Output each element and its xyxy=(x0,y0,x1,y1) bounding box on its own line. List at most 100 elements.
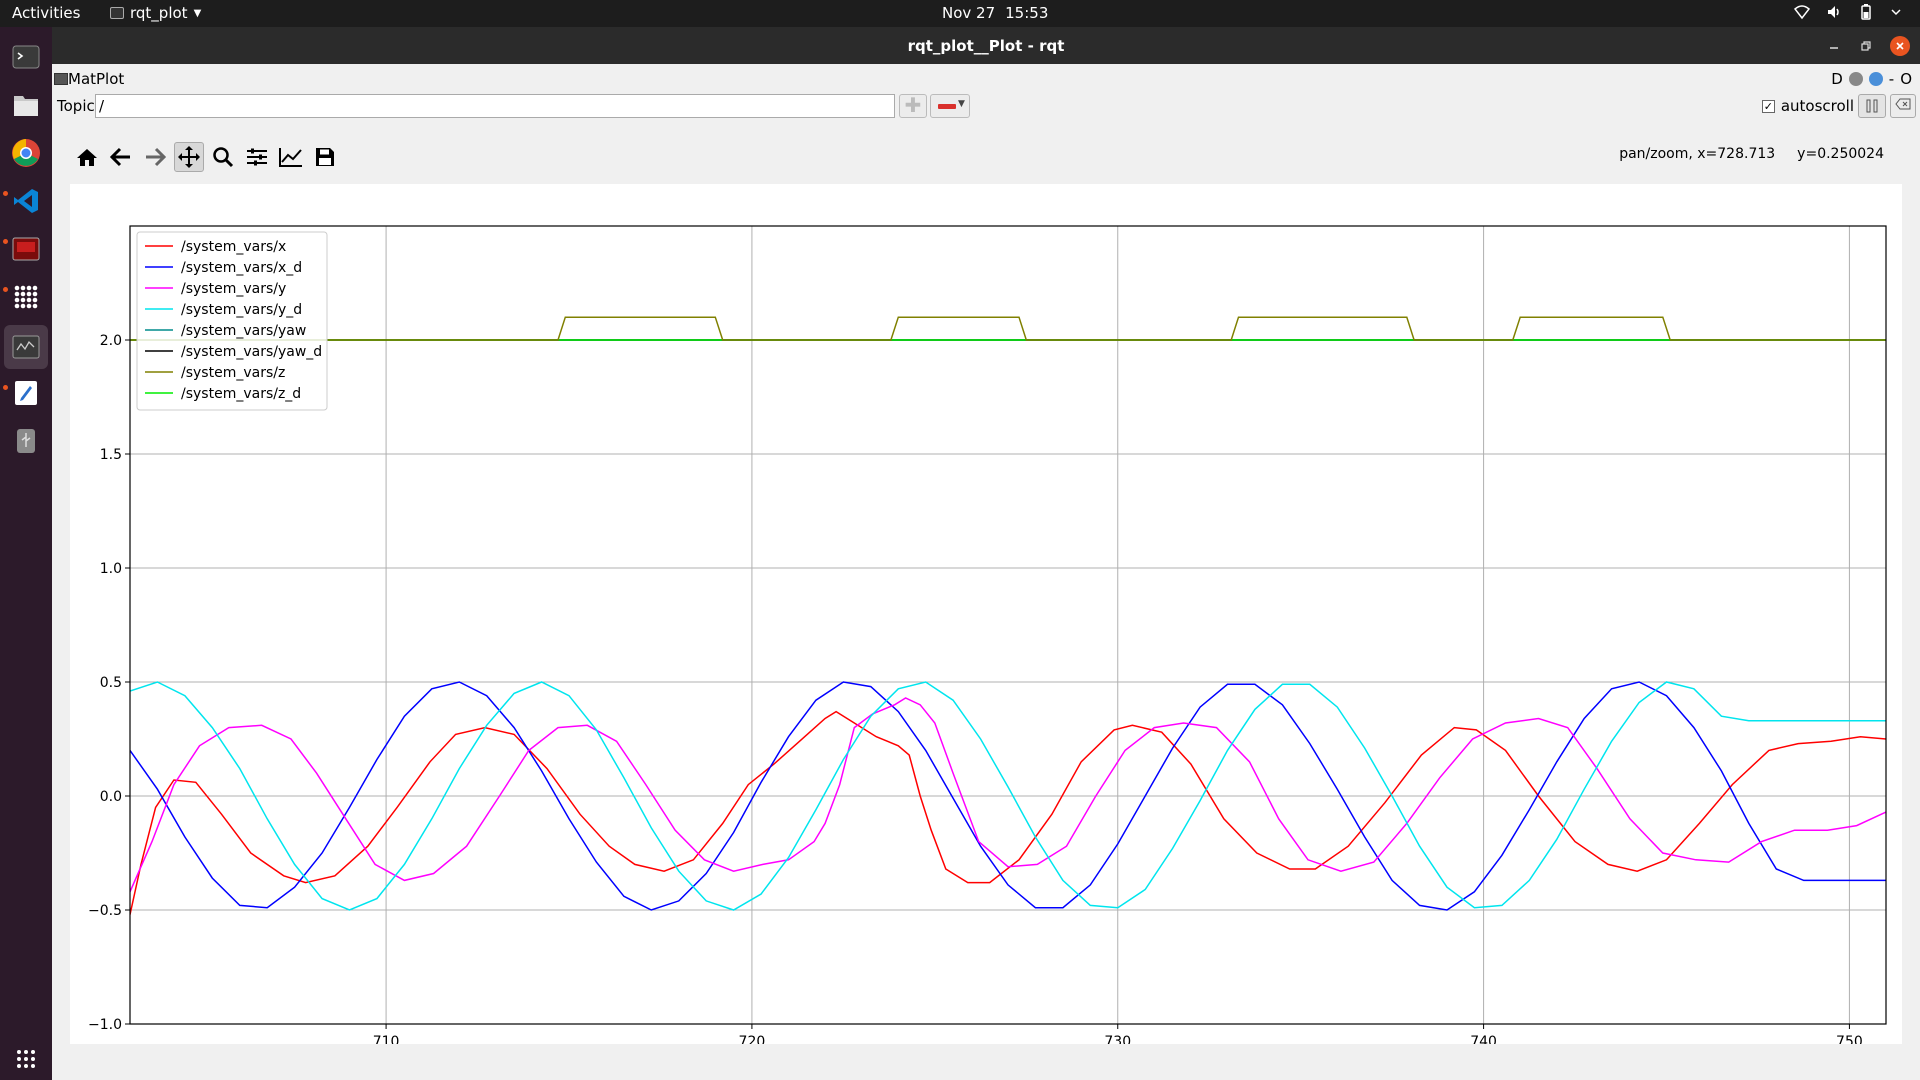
remove-topic-button[interactable]: ▼ xyxy=(930,94,970,118)
rqt-launcher[interactable] xyxy=(4,325,48,369)
app-red-launcher[interactable] xyxy=(8,231,44,267)
legend-box xyxy=(136,231,328,411)
top-bar: Activities rqt_plot ▼ Nov 27 15:53 xyxy=(0,0,1920,27)
apps-grid-icon xyxy=(17,1050,35,1068)
autoscroll-checkbox[interactable]: ✓ xyxy=(1761,99,1775,113)
axes-frame xyxy=(129,225,1887,1025)
running-indicator xyxy=(3,239,8,244)
legend-label: /system_vars/z_d xyxy=(181,386,301,402)
vscode-launcher[interactable] xyxy=(8,183,44,219)
chrome-launcher[interactable] xyxy=(8,135,44,171)
help-icon[interactable] xyxy=(1868,72,1883,86)
pan-button[interactable] xyxy=(174,142,204,172)
topic-input[interactable] xyxy=(95,94,895,118)
plot-icon xyxy=(54,73,68,85)
y-tick-label: 1.0 xyxy=(100,561,122,577)
plot-plugin: MatPlot D - O Topic ✚ ▼ ✓ autoscroll xyxy=(52,64,1920,1080)
y-tick-label: 0.0 xyxy=(100,789,122,805)
y-tick-label: 1.5 xyxy=(100,447,122,463)
running-indicator xyxy=(3,385,8,390)
legend-label: /system_vars/yaw_d xyxy=(181,344,322,360)
close-button[interactable] xyxy=(1890,36,1910,56)
pause-icon xyxy=(1866,99,1878,113)
cursor-coordinates: pan/zoom, x=728.713 y=0.250024 xyxy=(1619,146,1884,162)
legend-label: /system_vars/x xyxy=(181,239,286,255)
grid-lines xyxy=(130,226,1886,1025)
battery-icon xyxy=(1861,4,1871,20)
plot-series xyxy=(130,316,1886,915)
plot-toolbar xyxy=(72,142,340,172)
minimize-plugin-button[interactable]: - xyxy=(1888,70,1895,88)
chrome-icon xyxy=(12,139,40,167)
minimize-icon xyxy=(1830,47,1838,49)
plot-canvas[interactable]: 710 720 730 740 750 −1.0 −0.5 0.0 0.5 1.0 1.5 2.0 /… xyxy=(70,184,1902,1044)
clear-icon xyxy=(1895,98,1911,110)
rqt-icon xyxy=(12,335,40,359)
autoscroll-label: autoscroll xyxy=(1780,97,1854,115)
home-button[interactable] xyxy=(72,142,102,172)
plugin-title: MatPlot xyxy=(68,70,125,88)
move-icon xyxy=(178,146,200,168)
chevron-down-icon: ▼ xyxy=(958,99,965,109)
x-tick-label: 740 xyxy=(1470,1034,1497,1044)
save-figure-button[interactable] xyxy=(310,142,340,172)
show-apps-button[interactable] xyxy=(8,1041,44,1077)
running-indicator xyxy=(3,287,8,292)
back-button[interactable] xyxy=(106,142,136,172)
y-tick-label: −0.5 xyxy=(88,903,122,919)
clock[interactable]: Nov 27 15:53 xyxy=(942,4,1048,22)
app-red-icon xyxy=(12,237,40,261)
arrow-right-icon xyxy=(146,147,166,167)
chevron-down-icon: ▼ xyxy=(193,7,202,19)
series-line xyxy=(130,681,1886,911)
customize-button[interactable] xyxy=(276,142,306,172)
files-launcher[interactable] xyxy=(8,87,44,123)
y-tick-label: 2.0 xyxy=(100,333,122,349)
forward-button[interactable] xyxy=(140,142,170,172)
y-tick-label: 0.5 xyxy=(100,675,122,691)
clear-button[interactable] xyxy=(1890,94,1916,118)
apps-launcher[interactable] xyxy=(8,279,44,315)
x-tick-label: 710 xyxy=(373,1034,400,1044)
app-menu-label: rqt_plot xyxy=(130,4,188,22)
zoom-button[interactable] xyxy=(208,142,238,172)
add-topic-button[interactable]: ✚ xyxy=(899,94,927,118)
legend: /system_vars/x/system_vars/x_d/system_va… xyxy=(136,231,328,411)
terminal-launcher[interactable] xyxy=(8,39,44,75)
series-line xyxy=(130,316,1886,341)
volume-icon xyxy=(1828,6,1839,18)
pause-button[interactable] xyxy=(1858,94,1886,118)
subplots-button[interactable] xyxy=(242,142,272,172)
activities-button[interactable]: Activities xyxy=(12,4,81,22)
home-icon xyxy=(77,149,97,166)
topic-row: Topic ✚ ▼ ✓ autoscroll xyxy=(52,92,1920,120)
y-tick-label: −1.0 xyxy=(88,1017,122,1033)
restore-icon xyxy=(1861,41,1871,51)
legend-label: /system_vars/y xyxy=(181,281,286,297)
magnifier-icon xyxy=(213,147,234,168)
plugin-controls: D - O xyxy=(1831,70,1912,88)
plot-figure[interactable]: 710 720 730 740 750 −1.0 −0.5 0.0 0.5 1.0 1.5 2.0 /… xyxy=(70,184,1902,1044)
usb-launcher[interactable] xyxy=(8,423,44,459)
network-icon xyxy=(1794,5,1810,20)
x-tick-label: 750 xyxy=(1836,1034,1863,1044)
series-line xyxy=(130,681,1886,911)
minimize-button[interactable] xyxy=(1824,36,1844,56)
gear-icon[interactable] xyxy=(1848,72,1863,86)
text-editor-icon xyxy=(15,381,37,405)
legend-label: /system_vars/x_d xyxy=(181,260,302,276)
clock-date: Nov 27 xyxy=(942,4,996,22)
window-titlebar[interactable]: rqt_plot__Plot - rqt xyxy=(52,27,1920,64)
files-icon xyxy=(14,96,38,116)
dock-toggle[interactable]: D xyxy=(1831,70,1843,88)
system-tray[interactable] xyxy=(1794,4,1902,20)
series-line xyxy=(130,697,1886,893)
legend-label: /system_vars/y_d xyxy=(181,302,302,318)
axis-ticks: 710 720 730 740 750 −1.0 −0.5 0.0 0.5 1.0 1.5 2.0 xyxy=(88,333,1863,1044)
maximize-button[interactable] xyxy=(1856,36,1876,56)
autoscroll-toggle[interactable]: ✓ autoscroll xyxy=(1761,97,1854,115)
app-menu[interactable]: rqt_plot ▼ xyxy=(110,4,201,22)
close-plugin-button[interactable]: O xyxy=(1900,70,1912,88)
text-editor-launcher[interactable] xyxy=(8,375,44,411)
series-line xyxy=(130,710,1886,915)
